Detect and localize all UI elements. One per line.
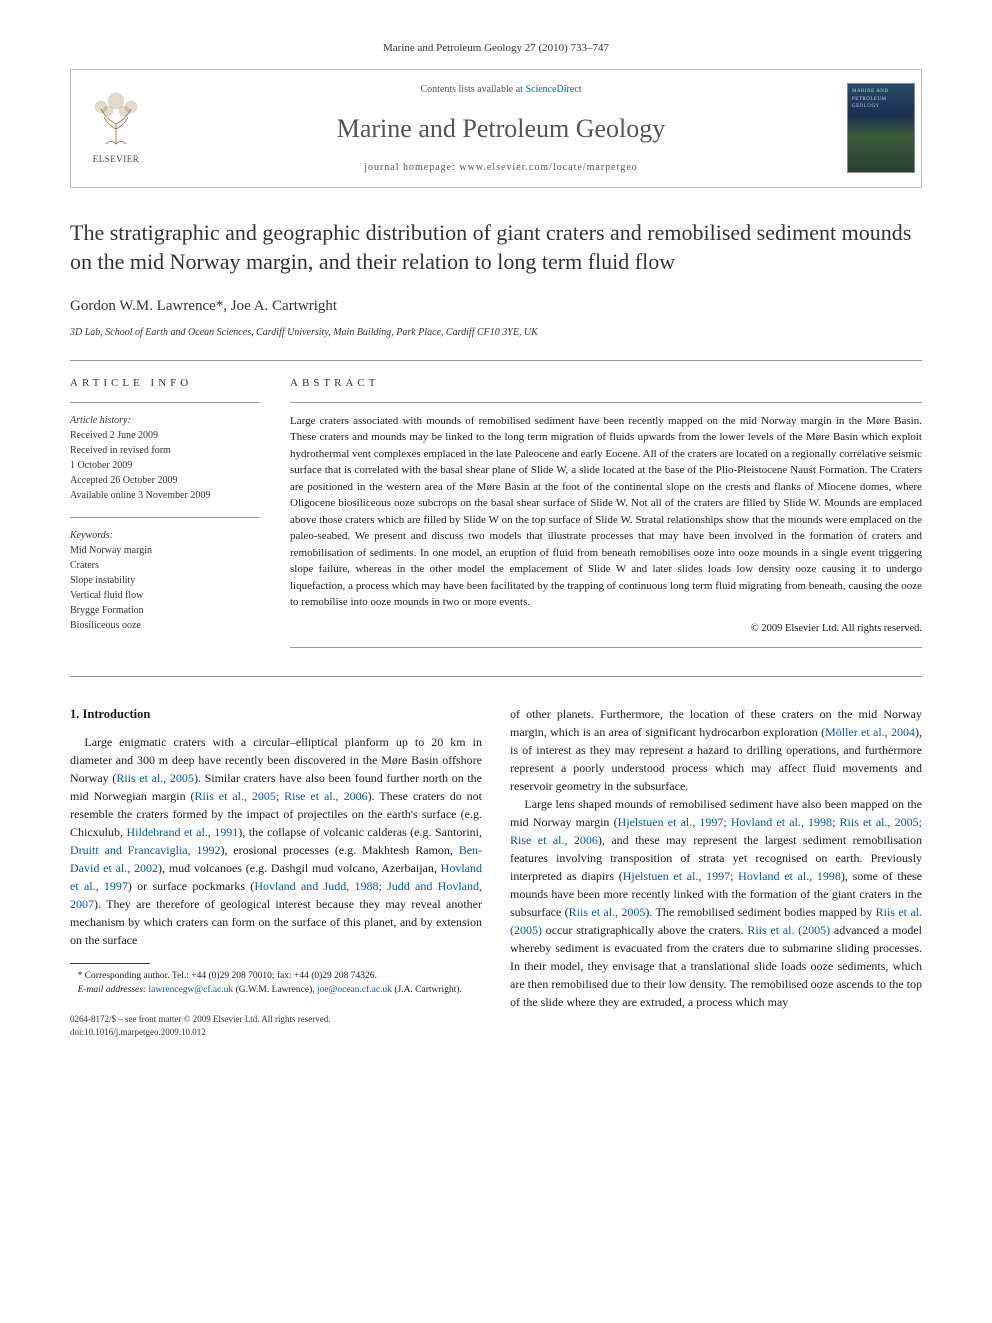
homepage-url[interactable]: www.elsevier.com/locate/marpetgeo <box>459 162 637 173</box>
corresponding-author-footnote: * Corresponding author. Tel.: +44 (0)29 … <box>70 970 482 997</box>
affiliation: 3D Lab, School of Earth and Ocean Scienc… <box>70 325 922 340</box>
email-link[interactable]: joe@ocean.cf.ac.uk <box>317 985 392 995</box>
cover-title: MARINE AND PETROLEUM GEOLOGY <box>852 88 914 111</box>
journal-name: Marine and Petroleum Geology <box>169 109 833 148</box>
elsevier-tree-icon <box>86 89 146 149</box>
info-heading: article info <box>70 375 260 392</box>
article-info: article info Article history: Received 2… <box>70 375 260 647</box>
journal-reference: Marine and Petroleum Geology 27 (2010) 7… <box>70 40 922 57</box>
elsevier-logo[interactable]: ELSEVIER <box>71 70 161 187</box>
journal-header: ELSEVIER Contents lists available at Sci… <box>70 69 922 188</box>
footer-info: 0264-8172/$ – see front matter © 2009 El… <box>70 1013 482 1040</box>
keyword: Brygge Formation <box>70 603 260 618</box>
article-title: The stratigraphic and geographic distrib… <box>70 218 922 277</box>
section-heading: 1. Introduction <box>70 705 482 724</box>
contents-prefix: Contents lists available at <box>420 84 525 95</box>
footnote-line: E-mail addresses: lawrencegw@cf.ac.uk (G… <box>70 984 482 997</box>
citation-link[interactable]: Möller et al., 2004 <box>825 725 915 739</box>
keyword: Biosiliceous ooze <box>70 618 260 633</box>
body-text: 1. Introduction Large enigmatic craters … <box>70 705 922 1040</box>
citation-link[interactable]: Riis et al., 2005 <box>569 905 646 919</box>
paragraph: of other planets. Furthermore, the locat… <box>510 705 922 795</box>
citation-link[interactable]: Hjelstuen et al., 1997; Hovland et al., … <box>623 869 841 883</box>
citation-link[interactable]: Druitt and Francaviglia, 1992 <box>70 843 220 857</box>
cover-thumbnail: MARINE AND PETROLEUM GEOLOGY <box>847 83 915 173</box>
accepted: Accepted 26 October 2009 <box>70 473 260 488</box>
citation-link[interactable]: Hildebrand et al., 1991 <box>127 825 239 839</box>
homepage-prefix: journal homepage: <box>364 162 459 173</box>
citation-link[interactable]: Riis et al., 2005 <box>116 771 194 785</box>
contents-line: Contents lists available at ScienceDirec… <box>169 82 833 97</box>
keyword: Mid Norway margin <box>70 543 260 558</box>
citation-link[interactable]: Riis et al., 2005; Rise et al., 2006 <box>195 789 368 803</box>
keywords-label: Keywords: <box>70 528 260 543</box>
footnote-line: * Corresponding author. Tel.: +44 (0)29 … <box>70 970 482 983</box>
homepage-line: journal homepage: www.elsevier.com/locat… <box>169 160 833 175</box>
keyword: Craters <box>70 558 260 573</box>
paragraph: Large enigmatic craters with a circular–… <box>70 733 482 949</box>
divider <box>70 360 922 361</box>
revised-line1: Received in revised form <box>70 443 260 458</box>
elsevier-label: ELSEVIER <box>93 153 140 167</box>
keyword: Slope instability <box>70 573 260 588</box>
history-label: Article history: <box>70 413 260 428</box>
footer-line: 0264-8172/$ – see front matter © 2009 El… <box>70 1013 482 1027</box>
info-abstract-row: article info Article history: Received 2… <box>70 375 922 647</box>
journal-cover[interactable]: MARINE AND PETROLEUM GEOLOGY <box>841 70 921 187</box>
citation-link[interactable]: Riis et al. (2005) <box>747 923 830 937</box>
authors: Gordon W.M. Lawrence*, Joe A. Cartwright <box>70 295 922 318</box>
keywords: Keywords: Mid Norway margin Craters Slop… <box>70 528 260 633</box>
paragraph: Large lens shaped mounds of remobilised … <box>510 795 922 1011</box>
article-history: Article history: Received 2 June 2009 Re… <box>70 413 260 503</box>
keyword: Vertical fluid flow <box>70 588 260 603</box>
header-center: Contents lists available at ScienceDirec… <box>161 70 841 187</box>
copyright: © 2009 Elsevier Ltd. All rights reserved… <box>290 621 922 637</box>
divider <box>70 676 922 677</box>
abstract-heading: abstract <box>290 375 922 392</box>
abstract: abstract Large craters associated with m… <box>290 375 922 647</box>
received: Received 2 June 2009 <box>70 428 260 443</box>
footer-line: doi:10.1016/j.marpetgeo.2009.10.012 <box>70 1026 482 1040</box>
abstract-text: Large craters associated with mounds of … <box>290 413 922 611</box>
revised-line2: 1 October 2009 <box>70 458 260 473</box>
online: Available online 3 November 2009 <box>70 488 260 503</box>
footnote-separator <box>70 963 150 964</box>
email-link[interactable]: lawrencegw@cf.ac.uk <box>148 985 233 995</box>
sciencedirect-link[interactable]: ScienceDirect <box>525 84 581 95</box>
